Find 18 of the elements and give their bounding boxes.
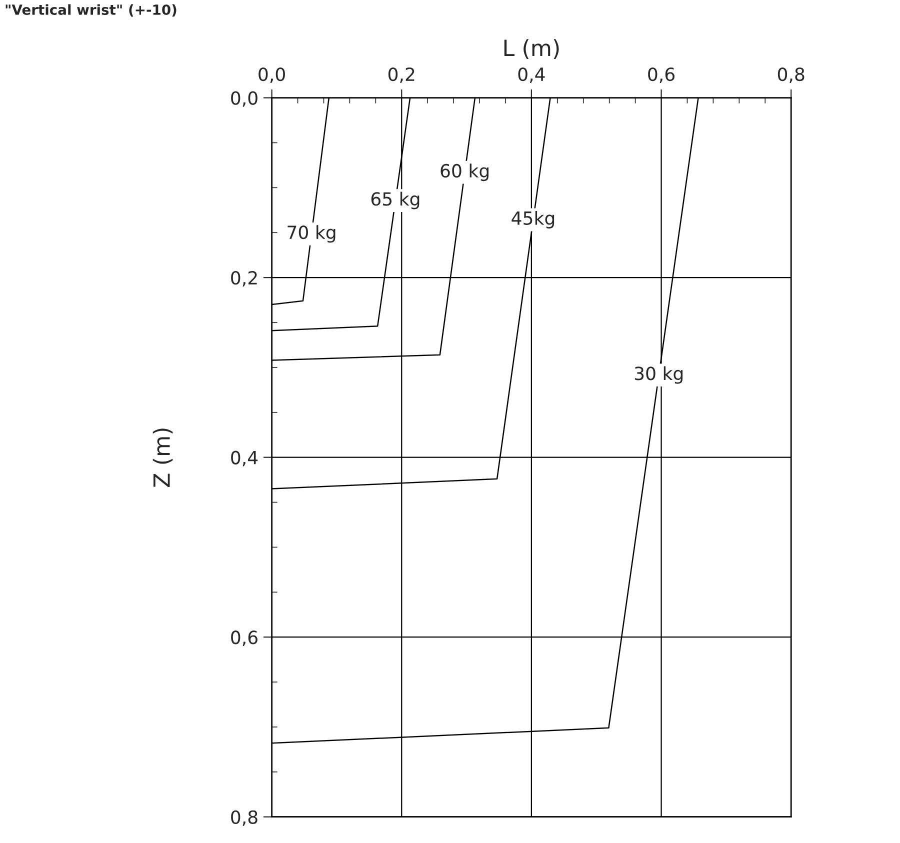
y-tick-label: 0,2 xyxy=(231,271,257,287)
x-tick-label: 0,8 xyxy=(778,67,804,83)
y-tick-label: 0,4 xyxy=(231,450,258,466)
series-label: 30 kg xyxy=(634,366,683,384)
y-axis-title: Z (m) xyxy=(152,428,173,487)
x-tick-label: 0,6 xyxy=(648,67,674,83)
y-tick-label: 0,8 xyxy=(231,810,258,826)
x-axis-title: L (m) xyxy=(504,39,559,59)
series-label: 45kg xyxy=(512,211,554,228)
y-tick-label: 0,0 xyxy=(231,91,258,107)
y-tick-label: 0,6 xyxy=(231,630,258,646)
series-label: 60 kg xyxy=(440,164,488,182)
series-label: 65 kg xyxy=(371,192,420,210)
x-tick-label: 0,2 xyxy=(388,67,414,83)
text: "Vertical wrist" (+-10) xyxy=(6,4,176,17)
x-tick-label: 0,0 xyxy=(258,67,285,83)
series-label: 70 kg xyxy=(288,225,336,243)
x-tick-label: 0,4 xyxy=(518,67,545,83)
